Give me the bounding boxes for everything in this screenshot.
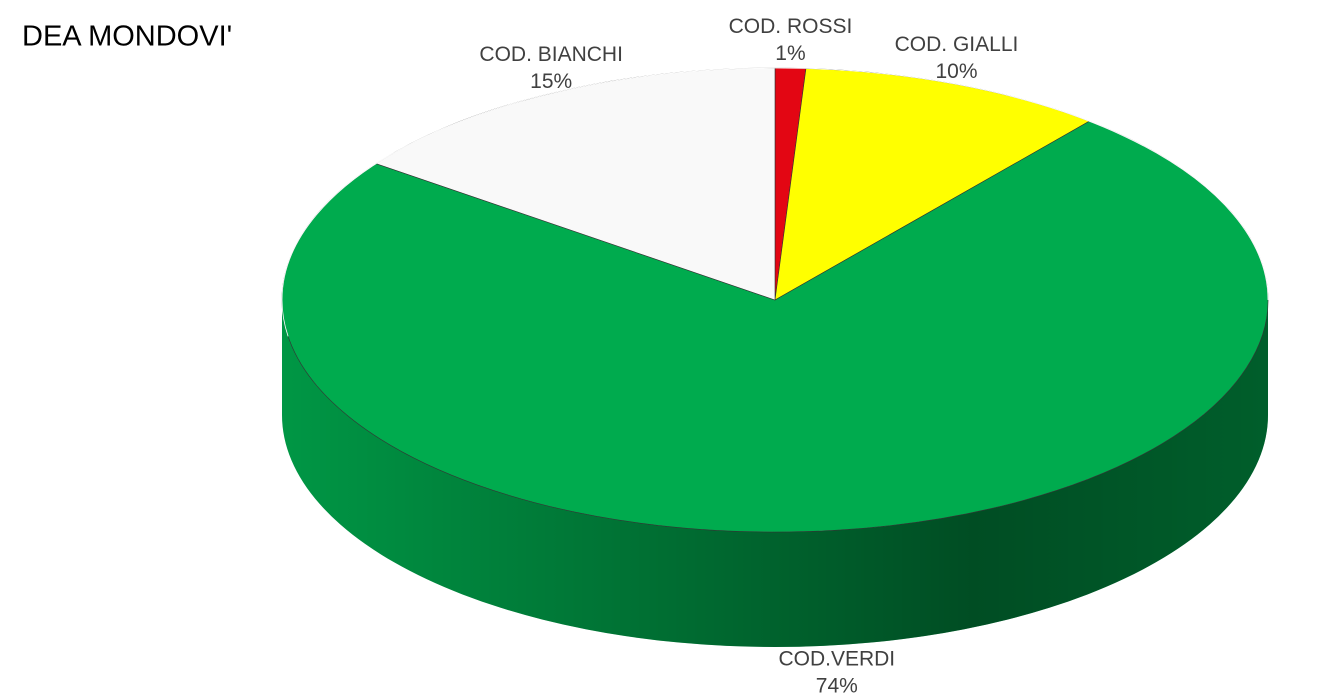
data-label: 74% <box>816 674 858 697</box>
data-label-name: COD. BIANCHI <box>479 43 623 66</box>
chart-title: DEA MONDOVI' <box>22 21 232 53</box>
data-label: 1% <box>775 42 805 65</box>
data-label: 10% <box>935 60 977 83</box>
side-shade <box>282 300 1268 647</box>
data-label: 15% <box>530 70 572 93</box>
rim <box>281 67 1269 533</box>
data-label-name: COD. ROSSI <box>729 15 853 38</box>
data-label-name: COD. GIALLI <box>895 33 1019 56</box>
data-label-name: COD.VERDI <box>778 647 895 670</box>
